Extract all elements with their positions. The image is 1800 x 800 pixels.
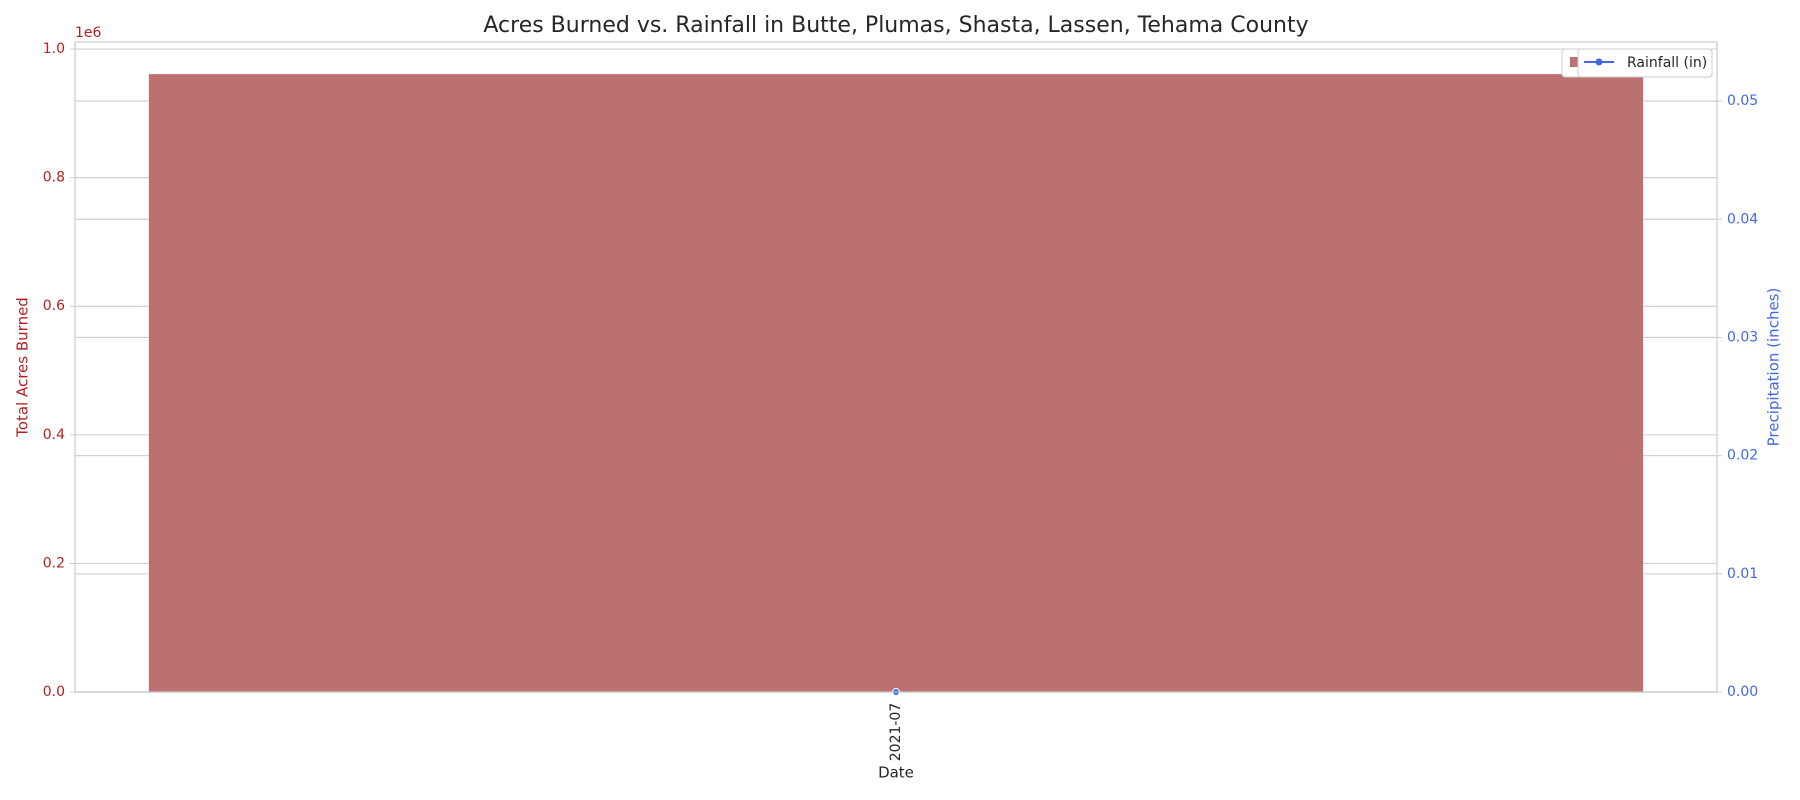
plot-frame (74, 41, 1718, 693)
y2-tick-label: 0.00 (1727, 684, 1758, 700)
legend-label: Rainfall (in) (1627, 55, 1707, 71)
y-offset-label: 1e6 (75, 25, 102, 41)
y2-tick-label: 0.02 (1727, 448, 1758, 464)
y-tick-label: 1.0 (43, 41, 65, 57)
y-tick-label: 0.2 (43, 555, 65, 571)
legend: Rainfall (in) (1577, 48, 1713, 78)
y-tick-label: 0.0 (43, 684, 65, 700)
y-tick-label: 0.4 (43, 427, 65, 443)
legend-marker (1595, 58, 1603, 66)
y-tick-label: 0.8 (43, 170, 65, 186)
y2-axis-label: Precipitation (inches) (1765, 288, 1783, 447)
y2-tick-label: 0.03 (1727, 329, 1758, 345)
legend-swatch (1570, 57, 1580, 67)
x-axis-label: Date (878, 764, 914, 782)
chart-title: Acres Burned vs. Rainfall in Butte, Plum… (483, 13, 1308, 38)
y-tick-label: 0.6 (43, 298, 65, 314)
y2-tick-label: 0.01 (1727, 566, 1758, 582)
x-tick-label: 2021-07 (888, 703, 904, 762)
y-axis-label: Total Acres Burned (14, 297, 32, 438)
y2-tick-label: 0.05 (1727, 93, 1758, 109)
legend-box (1577, 48, 1713, 78)
bar (148, 74, 1644, 693)
y2-tick-label: 0.04 (1727, 211, 1758, 227)
